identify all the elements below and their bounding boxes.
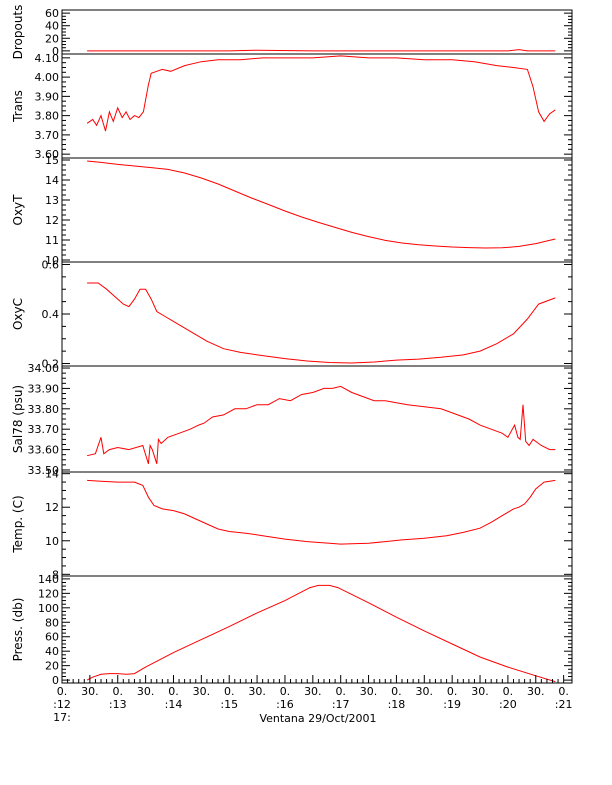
x-axis: 0. 30. 0. 30. 0. 30. 0. 30. 0. 30. 0. 30. 0. 30. 0. 30.… [53, 675, 572, 724]
y-tick-label: 12 [45, 501, 59, 514]
x-tick-label: 0. [168, 685, 179, 698]
y-tick-label: 12 [45, 214, 59, 227]
series-line [87, 160, 556, 249]
y-tick-label: 33.60 [28, 444, 60, 457]
x-tick-label: 30. [527, 685, 545, 698]
y-tick-label: 40 [45, 645, 59, 658]
y-tick-label: 0 [52, 674, 59, 687]
panel-frame [61, 157, 573, 263]
y-tick-label: 15 [45, 154, 59, 167]
y-tick-label: 60 [45, 7, 59, 20]
series-line [86, 584, 556, 683]
y-tick-label: 3.80 [35, 110, 60, 123]
x-hour-label: 17: [53, 711, 71, 724]
y-tick-label: 120 [38, 587, 59, 600]
x-tick-label: 0. [280, 685, 291, 698]
y-tick-label: 20 [45, 660, 59, 673]
x-minute-label: :12 [53, 698, 71, 711]
y-tick-label: 4.10 [35, 52, 60, 65]
y-tick-label: 10 [45, 254, 59, 267]
series-line [86, 55, 556, 132]
y-tick-label: 40 [45, 20, 59, 33]
panel-frame [61, 575, 573, 684]
x-minute-label: :20 [499, 698, 517, 711]
panel-3: 10 11 12 13 14 15 OxyT [11, 154, 573, 267]
x-tick-label: 0. [224, 685, 235, 698]
series-line [87, 49, 556, 52]
x-minute-label: :19 [443, 698, 461, 711]
x-tick-label: 30. [416, 685, 434, 698]
panel-frame [61, 53, 573, 159]
x-tick-label: 30. [248, 685, 266, 698]
panel-frame [61, 365, 573, 473]
y-tick-label: 0 [52, 45, 59, 58]
series-line [87, 479, 556, 545]
x-tick-label: 0. [112, 685, 123, 698]
y-tick-label: 33.80 [28, 403, 60, 416]
x-tick-label: 0. [57, 685, 68, 698]
x-tick-label: 0. [391, 685, 402, 698]
panel-4: 0.2 0.4 0.6 OxyC [11, 258, 573, 371]
y-tick-label: 14 [45, 468, 59, 481]
y-tick-label: 34.00 [28, 362, 60, 375]
y-tick-label: 3.90 [35, 90, 60, 103]
series-line [86, 385, 556, 464]
y-tick-label: 20 [45, 32, 59, 45]
panel-frame [61, 471, 573, 577]
y-tick-label: 8 [52, 568, 59, 581]
x-tick-label: 0. [503, 685, 514, 698]
panel-2: 3.60 3.70 3.80 3.90 4.00 4.10 Trans [11, 52, 573, 161]
y-axis-label: OxyC [11, 298, 25, 330]
x-tick-label: 30. [471, 685, 489, 698]
y-tick-label: 33.70 [28, 423, 60, 436]
y-tick-label: 14 [45, 174, 59, 187]
y-axis-label: OxyT [11, 194, 25, 226]
panel-frame [61, 9, 573, 55]
x-minute-label: :14 [165, 698, 183, 711]
y-tick-label: 33.90 [28, 382, 60, 395]
x-tick-label: 0. [447, 685, 458, 698]
y-axis-label: Sal78 (psu) [11, 385, 25, 453]
y-tick-label: 33.50 [28, 464, 60, 477]
x-minute-label: :16 [276, 698, 294, 711]
y-tick-label: 13 [45, 194, 59, 207]
chart-panels: 0204060Dropouts3.603.703.803.904.004.10T… [11, 5, 573, 687]
y-tick-label: 3.70 [35, 129, 60, 142]
x-minute-label: :18 [388, 698, 406, 711]
y-tick-label: 0.4 [42, 308, 60, 321]
y-tick-label: 4.00 [35, 71, 60, 84]
y-tick-label: 140 [38, 573, 59, 586]
figure-footer-title: Ventana 29/Oct/2001 [259, 712, 376, 725]
x-tick-label: 30. [81, 685, 99, 698]
y-axis-label: Trans [11, 90, 25, 123]
y-tick-label: 0.6 [42, 258, 60, 271]
panel-6: 8 10 12 14 Temp. (C) [11, 468, 573, 581]
y-axis-label: Temp. (C) [11, 495, 25, 553]
x-tick-label: 0. [335, 685, 346, 698]
panel-frame [61, 261, 573, 367]
series-line [87, 282, 556, 364]
y-tick-label: 80 [45, 616, 59, 629]
y-axis-label: Press. (db) [11, 598, 25, 662]
y-tick-label: 3.60 [35, 148, 60, 161]
x-minute-label: :21 [555, 698, 573, 711]
y-tick-label: 60 [45, 631, 59, 644]
x-minute-label: :15 [220, 698, 238, 711]
y-tick-label: 10 [45, 535, 59, 548]
x-tick-label: 30. [304, 685, 322, 698]
y-tick-label: 0.2 [42, 358, 60, 371]
y-tick-label: 100 [38, 602, 59, 615]
x-minute-label: :17 [332, 698, 350, 711]
y-axis-label: Dropouts [11, 5, 25, 60]
x-tick-label: 30. [360, 685, 378, 698]
x-tick-label: 0. [558, 685, 569, 698]
x-tick-label: 30. [137, 685, 155, 698]
y-tick-label: 11 [45, 234, 59, 247]
x-minute-label: :13 [109, 698, 127, 711]
x-tick-label: 30. [193, 685, 211, 698]
